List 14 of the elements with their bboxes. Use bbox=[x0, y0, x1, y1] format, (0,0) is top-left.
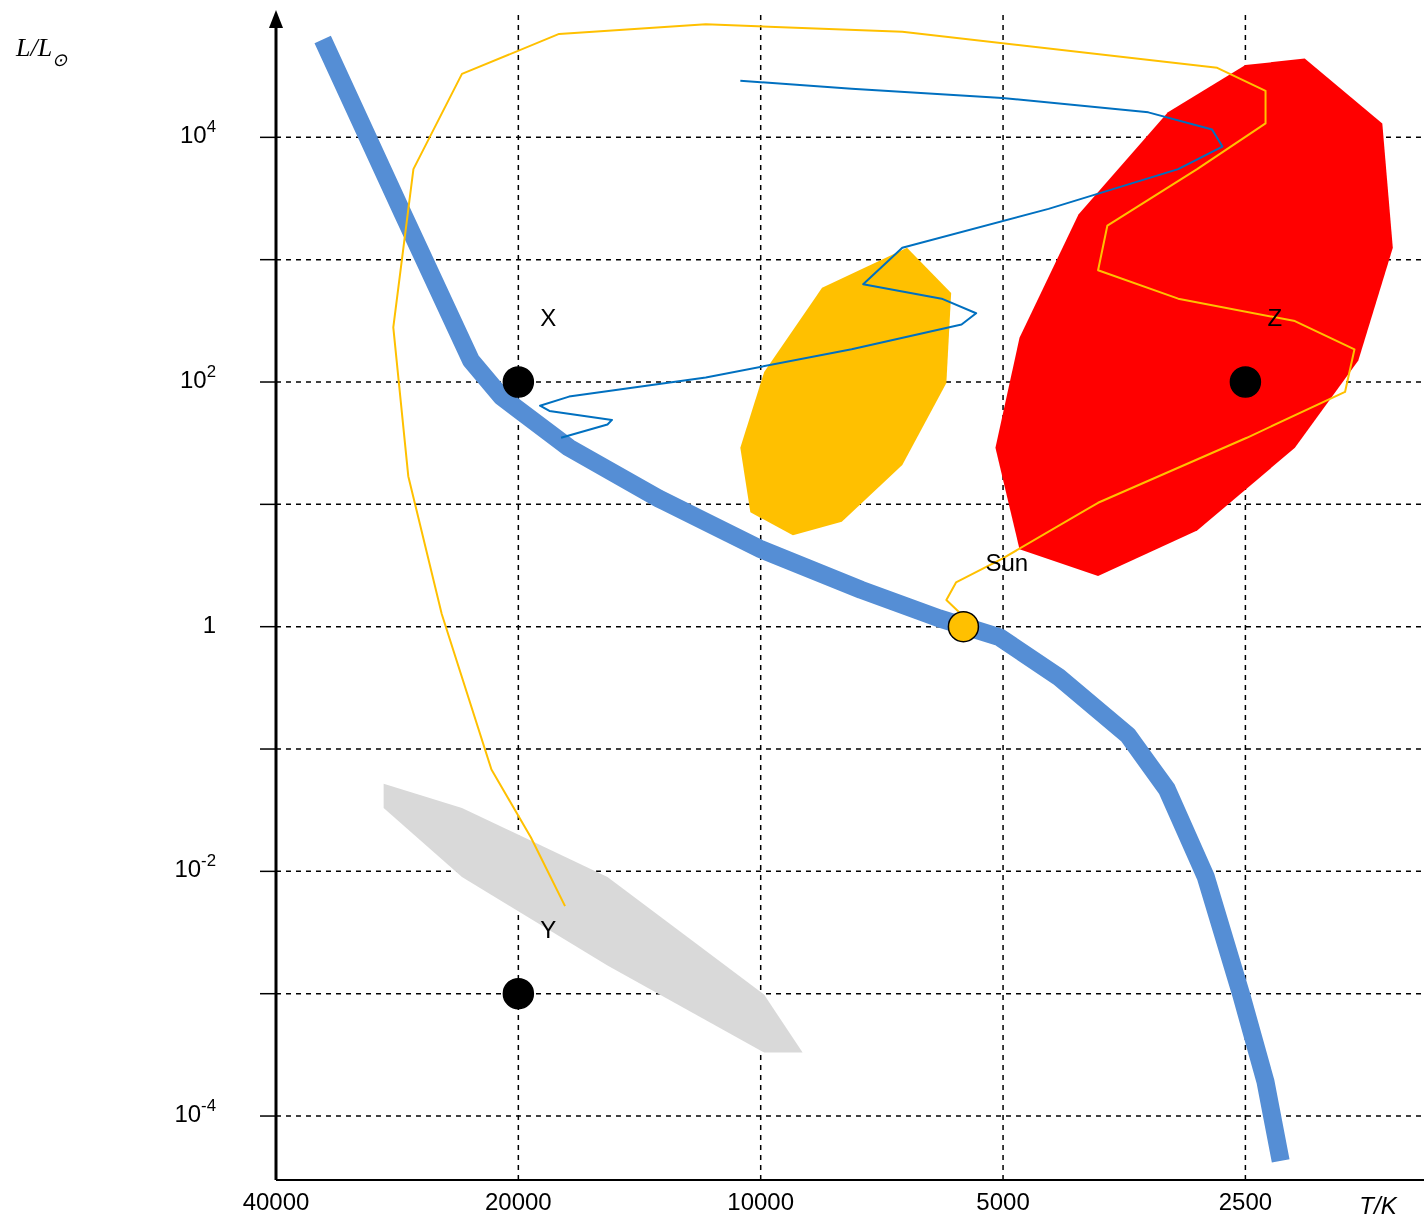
x-tick-label: 10000 bbox=[727, 1188, 795, 1215]
x-axis-title: T/K bbox=[1359, 1192, 1398, 1219]
y-tick-label: 10$^{4}$ bbox=[179, 117, 216, 149]
y-axis-title: L/L$_{⊙}$ bbox=[15, 33, 69, 70]
y-tick-label: 10$^{-2}$ bbox=[174, 851, 216, 883]
y-tick-label: 10$^{-4}$ bbox=[174, 1095, 216, 1128]
y-tick-label: 1 bbox=[202, 611, 216, 639]
annotation: Y bbox=[540, 916, 557, 944]
x-tick-label: 2500 bbox=[1218, 1188, 1273, 1215]
x-tick-label: 40000 bbox=[242, 1188, 310, 1215]
x-tick-label: 20000 bbox=[484, 1188, 552, 1215]
annotation: X bbox=[540, 304, 557, 332]
x-tick-label: 5000 bbox=[976, 1188, 1030, 1215]
y-tick-label: 10$^{2}$ bbox=[179, 361, 216, 394]
